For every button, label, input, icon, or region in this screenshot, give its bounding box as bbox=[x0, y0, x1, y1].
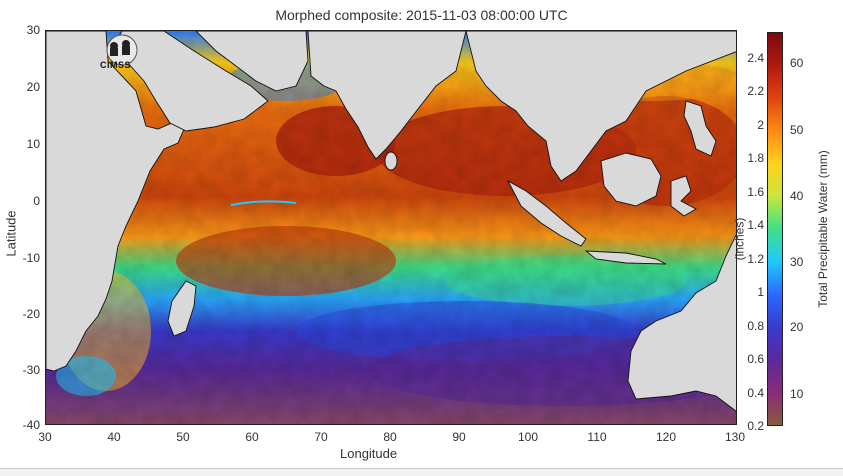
x-tick-label: 90 bbox=[452, 430, 466, 444]
x-tick-label: 70 bbox=[314, 430, 328, 444]
colorbar-inch-tick: 1.2 bbox=[747, 252, 764, 266]
colorbar-mm-tick: 60 bbox=[790, 56, 804, 70]
y-tick-label: 0 bbox=[33, 194, 40, 208]
madagascar-landmass bbox=[167, 280, 197, 337]
land-masses bbox=[46, 31, 736, 415]
colorbar-inch-tick: 0.4 bbox=[747, 386, 764, 400]
colorbar-inch-tick: 0.2 bbox=[747, 419, 764, 433]
colorbar-mm-tick: 30 bbox=[790, 255, 804, 269]
y-axis-label: Latitude bbox=[3, 210, 19, 257]
colorbar-inch-tick: 1.8 bbox=[747, 151, 764, 165]
colorbar-inch-tick: 0.8 bbox=[747, 319, 764, 333]
x-tick-label: 130 bbox=[724, 430, 746, 444]
sumatra-landmass bbox=[506, 179, 587, 247]
logo-text: CIMSS bbox=[100, 60, 132, 70]
colorbar-mm-tick: 10 bbox=[790, 387, 804, 401]
java-landmass bbox=[584, 250, 667, 265]
colorbar-mm-tick: 40 bbox=[790, 189, 804, 203]
y-tick-label: 20 bbox=[26, 80, 40, 94]
colorbar-inch-tick: 1 bbox=[757, 285, 764, 299]
colorbar-mm-label: Total Precipitable Water (mm) bbox=[816, 150, 830, 308]
se-asia-landmass bbox=[465, 31, 736, 182]
equatorial-streak bbox=[230, 200, 297, 206]
y-tick-label: 10 bbox=[26, 137, 40, 151]
philippines-landmass bbox=[683, 100, 717, 157]
x-tick-label: 80 bbox=[383, 430, 397, 444]
sri-lanka-landmass bbox=[384, 151, 398, 171]
x-tick-label: 50 bbox=[176, 430, 190, 444]
colorbar-inch-tick: 2 bbox=[757, 118, 764, 132]
tpw-map bbox=[45, 30, 737, 425]
borneo-landmass bbox=[600, 152, 662, 207]
colorbar-inch-tick: 1.6 bbox=[747, 185, 764, 199]
y-tick-label: -30 bbox=[22, 363, 40, 377]
africa-landmass bbox=[46, 31, 185, 372]
chart-title: Morphed composite: 2015-11-03 08:00:00 U… bbox=[275, 7, 568, 23]
y-tick-label: -20 bbox=[22, 307, 40, 321]
x-tick-label: 60 bbox=[245, 430, 259, 444]
colorbar-inch-tick: 2.2 bbox=[747, 84, 764, 98]
colorbar-inch-tick: 2.4 bbox=[747, 51, 764, 65]
y-tick-label: -40 bbox=[22, 418, 40, 432]
x-tick-label: 120 bbox=[655, 430, 677, 444]
y-tick-label: -10 bbox=[22, 251, 40, 265]
x-tick-label: 100 bbox=[517, 430, 539, 444]
cimss-logo bbox=[106, 34, 138, 66]
colorbar-mm-tick: 20 bbox=[790, 320, 804, 334]
x-axis-label: Longitude bbox=[340, 446, 398, 461]
colorbar-inch-tick: 1.4 bbox=[747, 218, 764, 232]
colorbar-inch-tick: 0.6 bbox=[747, 352, 764, 366]
middle-east-landmass bbox=[195, 31, 309, 92]
colorbar-inch-label: (inches) bbox=[732, 217, 747, 261]
x-tick-label: 110 bbox=[587, 430, 607, 444]
colorbar-mm-tick: 50 bbox=[790, 123, 804, 137]
australia-landmass bbox=[627, 234, 736, 415]
colorbar bbox=[767, 32, 783, 426]
map-canvas bbox=[46, 31, 736, 424]
x-tick-label: 30 bbox=[38, 430, 52, 444]
x-tick-label: 40 bbox=[107, 430, 121, 444]
y-tick-label: 30 bbox=[26, 23, 40, 37]
india-landmass bbox=[307, 31, 467, 160]
sulawesi-landmass bbox=[670, 175, 697, 217]
bottom-strip bbox=[0, 468, 843, 476]
